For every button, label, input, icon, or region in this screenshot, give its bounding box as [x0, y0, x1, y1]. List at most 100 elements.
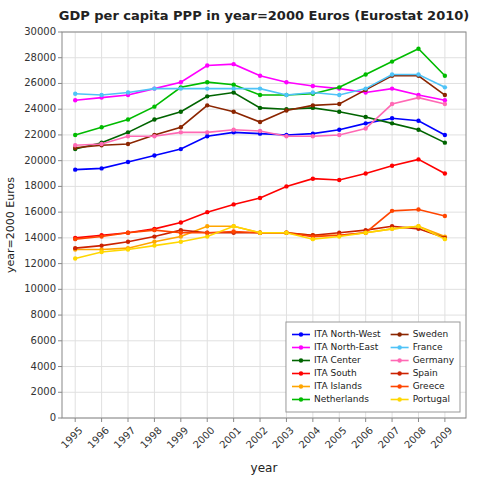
legend-label: ITA North-West — [314, 329, 381, 339]
x-tick — [154, 418, 155, 422]
series-point — [311, 90, 315, 94]
y-tick-label: 8000 — [31, 309, 56, 320]
chart: 0200040006000800010000120001400016000180… — [0, 0, 480, 480]
series-point — [205, 63, 209, 67]
series-line — [75, 210, 445, 240]
grid-line-y — [62, 263, 466, 264]
legend-label: Spain — [413, 368, 438, 378]
grid — [62, 32, 466, 418]
series-point — [205, 80, 209, 84]
series-point — [231, 229, 235, 233]
series-point — [73, 98, 77, 102]
series-point — [152, 104, 156, 108]
x-tick — [101, 418, 102, 422]
x-tick-label: 2001 — [217, 425, 243, 451]
x-tick — [128, 418, 129, 422]
series-point — [152, 117, 156, 121]
series-line — [75, 49, 445, 135]
y-tick-label: 30000 — [24, 26, 56, 37]
series-point — [73, 133, 77, 137]
series-point — [337, 178, 341, 182]
series-point — [258, 86, 262, 90]
y-tick-label: 14000 — [24, 232, 56, 243]
x-tick — [233, 418, 234, 422]
series-point — [152, 86, 156, 90]
y-tick — [58, 366, 62, 367]
x-tick-label: 1996 — [85, 425, 111, 451]
series-point — [231, 202, 235, 206]
series-point — [205, 231, 209, 235]
series-point — [363, 72, 367, 76]
legend-label: Portugal — [413, 394, 450, 404]
legend-item: Germany — [391, 355, 455, 365]
series-point — [99, 166, 103, 170]
series-point — [99, 142, 103, 146]
x-tick-label: 1997 — [112, 425, 138, 451]
series-point — [73, 256, 77, 260]
x-tick-label: 1998 — [138, 425, 164, 451]
data-area — [73, 47, 447, 261]
series-point — [363, 126, 367, 130]
legend-marker — [299, 332, 303, 336]
series-point — [337, 110, 341, 114]
series-line — [75, 76, 445, 148]
series-point — [284, 231, 288, 235]
legend-item: ITA Islands — [292, 381, 362, 391]
series-point — [390, 164, 394, 168]
grid-line-x — [128, 32, 129, 418]
series-point — [231, 90, 235, 94]
legend-marker — [299, 384, 303, 388]
series-point — [337, 102, 341, 106]
series-point — [126, 231, 130, 235]
y-tick — [58, 83, 62, 84]
y-tick-label: 18000 — [24, 180, 56, 191]
series-point — [258, 231, 262, 235]
series-point — [231, 110, 235, 114]
series-line — [75, 118, 445, 169]
grid-line-y — [62, 83, 466, 84]
legend-marker — [299, 397, 303, 401]
y-tick — [58, 340, 62, 341]
series-point — [258, 106, 262, 110]
series-point — [390, 86, 394, 90]
series-point — [363, 86, 367, 90]
series-point — [205, 103, 209, 107]
grid-line-y — [62, 289, 466, 290]
series-point — [179, 86, 183, 90]
x-tick — [286, 418, 287, 422]
x-tick — [180, 418, 181, 422]
series-point — [390, 59, 394, 63]
legend-label: Netherlands — [314, 394, 369, 404]
series-point — [231, 128, 235, 132]
series-point — [152, 228, 156, 232]
legend-marker — [397, 345, 401, 349]
legend-marker — [397, 371, 401, 375]
series-point — [231, 224, 235, 228]
x-tick — [339, 418, 340, 422]
x-tick — [418, 418, 419, 422]
y-tick-label: 22000 — [24, 129, 56, 140]
series-point — [390, 121, 394, 125]
series-point — [311, 134, 315, 138]
y-axis: 0200040006000800010000120001400016000180… — [24, 26, 62, 423]
series-point — [443, 93, 447, 97]
series-point — [258, 74, 262, 78]
x-tick-label: 2004 — [297, 425, 323, 451]
legend-item: Portugal — [391, 394, 450, 404]
x-tick-label: 2008 — [402, 425, 428, 451]
series-point — [99, 93, 103, 97]
y-tick — [58, 32, 62, 33]
legend-item: ITA South — [292, 368, 357, 378]
grid-line-x — [101, 32, 102, 418]
y-tick — [58, 212, 62, 213]
series-point — [205, 86, 209, 90]
y-tick — [58, 237, 62, 238]
series-point — [205, 231, 209, 235]
series-point — [73, 143, 77, 147]
series-point — [416, 128, 420, 132]
series-point — [443, 214, 447, 218]
legend-item: ITA Center — [292, 355, 361, 365]
x-tick-label: 2006 — [349, 425, 375, 451]
x-axis-label: year — [251, 461, 278, 475]
series-point — [284, 93, 288, 97]
